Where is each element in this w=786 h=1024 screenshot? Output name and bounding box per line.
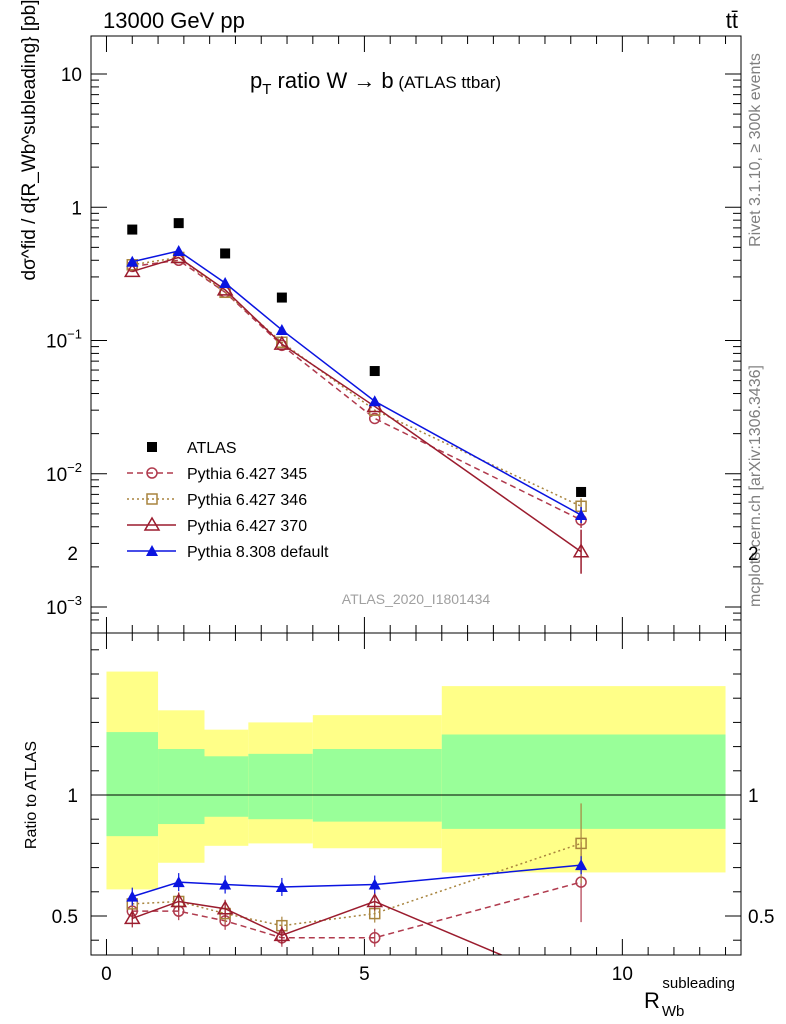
ratio-band-inner xyxy=(204,756,249,817)
legend-marker xyxy=(146,545,158,556)
legend-label: Pythia 6.427 346 xyxy=(187,492,307,509)
atlas-point xyxy=(220,248,231,259)
atlas-point xyxy=(576,486,587,497)
ratio-panel: 0.5 0.5 1 1 2 2 0 5 10 Ratio to ATLAS R Wb sublead… xyxy=(23,544,774,1020)
ratio-series-marker xyxy=(170,892,188,908)
ratio-band-inner xyxy=(158,749,205,825)
legend-marker-atlas xyxy=(147,442,157,452)
main-ytick-label: 10 xyxy=(61,65,82,86)
ratio-series-line xyxy=(132,864,582,898)
ratio-series-marker xyxy=(575,837,587,850)
title-rest: ratio W → b xyxy=(271,68,393,93)
main-ytick-label: 10−1 xyxy=(46,327,82,353)
main-series-marker xyxy=(575,509,588,521)
analysis-id: ATLAS_2020_I1801434 xyxy=(342,591,491,607)
legend-label: ATLAS xyxy=(187,440,237,457)
ratio-ytick-label-right: 0.5 xyxy=(748,907,774,928)
legend-label: Pythia 6.427 345 xyxy=(187,466,307,483)
ratio-ytick-label-right: 2 xyxy=(748,544,759,565)
ratio-series-marker xyxy=(219,878,232,890)
main-series-marker xyxy=(368,395,381,407)
ratio-ytick-label-left: 0.5 xyxy=(52,907,78,928)
ytick-exp: −1 xyxy=(67,327,82,342)
ratio-series-marker xyxy=(575,859,588,871)
ratio-series-line xyxy=(132,881,582,939)
main-series-marker xyxy=(572,543,590,558)
ytick-exp: −2 xyxy=(67,460,82,475)
main-series-marker xyxy=(170,248,188,264)
title-sub: T xyxy=(262,81,271,98)
main-series-marker xyxy=(126,255,139,267)
rivet-label: Rivet 3.1.10, ≥ 300k events xyxy=(747,53,764,247)
title-p: p xyxy=(250,68,262,93)
main-series-marker xyxy=(123,262,141,278)
main-ylabel: dσ^fid / d{R_Wb^subleading} [pb] xyxy=(19,0,40,280)
ratio-ytick-label-right: 1 xyxy=(748,786,759,807)
ratio-series-marker xyxy=(123,909,141,925)
ratio-series-group xyxy=(123,803,588,955)
ratio-xtick-label: 5 xyxy=(359,964,370,985)
ratio-series-marker xyxy=(126,890,139,902)
ytick-base: 10 xyxy=(46,465,67,486)
xlabel-sup: subleading xyxy=(662,975,735,992)
main-series-marker xyxy=(275,323,288,335)
ratio-band-inner xyxy=(106,732,159,837)
main-series-line xyxy=(132,250,582,516)
ratio-ytick-label-left: 2 xyxy=(67,544,78,565)
main-series-marker xyxy=(273,335,291,350)
header-energy-label: 13000 GeV pp xyxy=(103,8,245,33)
atlas-point xyxy=(369,366,380,377)
main-title: pT ratio W → b (ATLAS ttbar) xyxy=(250,68,501,98)
legend-label: Pythia 6.427 370 xyxy=(187,518,307,535)
ratio-series-marker xyxy=(368,932,381,944)
ratio-ytick-label-left: 1 xyxy=(67,786,78,807)
ratio-xtick-label: 0 xyxy=(101,964,112,985)
ratio-xlabel: R Wb subleading xyxy=(644,975,735,1020)
atlas-point xyxy=(276,292,287,303)
legend-marker xyxy=(143,516,161,531)
main-series-marker xyxy=(216,281,234,296)
ytick-base: 10 xyxy=(46,598,67,619)
legend: ATLAS Pythia 6.427 345 Pythia 6.427 346 Pyt… xyxy=(127,440,329,561)
ratio-ylabel: Ratio to ATLAS xyxy=(23,741,40,849)
main-series-marker xyxy=(219,277,232,289)
main-ytick-label: 10−3 xyxy=(46,593,82,619)
ratio-series-line xyxy=(132,900,504,955)
ytick-base: 10 xyxy=(46,332,67,353)
main-series-line xyxy=(132,259,582,521)
xlabel-sub: Wb xyxy=(662,1003,685,1020)
ratio-series-marker xyxy=(172,876,185,888)
header-process-label: tt̄ xyxy=(726,8,738,33)
xlabel-main: R xyxy=(644,988,660,1013)
legend-label: Pythia 8.308 default xyxy=(187,544,329,561)
atlas-point xyxy=(173,218,184,229)
legend-marker xyxy=(146,467,158,479)
main-series-marker xyxy=(172,244,185,256)
legend-marker xyxy=(146,493,158,505)
mcplots-label: mcplots.cern.ch [arXiv:1306.3436] xyxy=(747,365,764,607)
ratio-series-marker xyxy=(216,900,234,915)
main-ytick-label: 10−2 xyxy=(46,460,82,486)
ratio-series-marker xyxy=(273,926,291,942)
ratio-xtick-label: 10 xyxy=(612,964,633,985)
ratio-band-inner xyxy=(248,753,313,820)
title-small-text: (ATLAS ttbar) xyxy=(398,73,501,92)
main-ytick-label: 1 xyxy=(71,198,82,219)
ratio-series-marker xyxy=(368,878,381,890)
main-series-marker xyxy=(368,412,381,425)
ytick-exp: −3 xyxy=(67,593,82,608)
ratio-band-inner xyxy=(312,749,442,822)
ratio-band-inner xyxy=(441,734,726,829)
ratio-series-marker xyxy=(366,892,384,908)
main-series-line xyxy=(132,256,582,553)
ratio-series-marker xyxy=(275,880,288,892)
atlas-point xyxy=(127,224,138,235)
